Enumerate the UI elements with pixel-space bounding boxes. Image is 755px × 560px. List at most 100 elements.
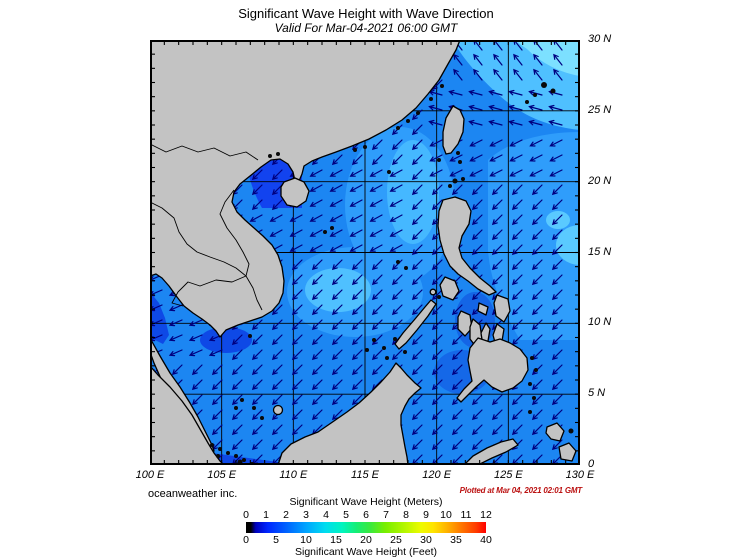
small-islands bbox=[210, 82, 574, 464]
land-natuna bbox=[272, 404, 284, 416]
lon-tick-label: 125 E bbox=[493, 469, 523, 481]
map-canvas bbox=[150, 40, 580, 465]
small-island bbox=[234, 406, 238, 410]
land-calamian bbox=[429, 288, 437, 296]
small-island bbox=[248, 334, 252, 338]
lon-tick-label: 130 E bbox=[565, 469, 595, 481]
small-island bbox=[530, 356, 534, 360]
lon-tick-label: 115 E bbox=[351, 469, 379, 481]
small-island bbox=[260, 416, 264, 420]
small-island bbox=[437, 295, 441, 299]
country-borders bbox=[151, 143, 263, 311]
small-island bbox=[268, 154, 272, 158]
land-palawan bbox=[394, 299, 437, 350]
legend-tick: 11 bbox=[460, 509, 472, 521]
small-island bbox=[403, 350, 407, 354]
map-container bbox=[150, 40, 580, 465]
small-island bbox=[416, 111, 420, 115]
small-island bbox=[550, 88, 556, 94]
lat-tick-label: 20 N bbox=[588, 174, 612, 187]
land-borneo bbox=[277, 362, 422, 464]
legend-tick: 1 bbox=[263, 509, 269, 521]
colorbar bbox=[246, 522, 486, 533]
legend-tick: 30 bbox=[420, 534, 432, 546]
land-halmahera-north bbox=[545, 422, 565, 442]
lon-tick-label: 110 E bbox=[279, 469, 308, 481]
legend-feet-ticks: 0 5 10 15 20 25 30 35 40 bbox=[243, 534, 492, 546]
small-island bbox=[216, 454, 220, 458]
lat-tick-label: 25 N bbox=[588, 103, 612, 116]
small-island bbox=[385, 356, 389, 360]
legend-tick: 0 bbox=[243, 534, 249, 546]
land-mainland-asia bbox=[151, 41, 461, 338]
small-island bbox=[429, 97, 433, 101]
small-island bbox=[210, 443, 214, 447]
small-island bbox=[393, 337, 397, 341]
land-masbate bbox=[477, 302, 489, 316]
small-island bbox=[532, 396, 536, 400]
land-taiwan bbox=[442, 105, 465, 155]
legend-tick: 10 bbox=[300, 534, 312, 546]
small-island bbox=[528, 382, 532, 386]
legend-tick: 25 bbox=[390, 534, 402, 546]
small-island bbox=[387, 170, 391, 174]
legend-tick: 9 bbox=[423, 509, 429, 521]
legend-tick: 0 bbox=[243, 509, 249, 521]
degree-ticks bbox=[150, 40, 580, 465]
small-island bbox=[218, 447, 222, 451]
small-island bbox=[456, 151, 460, 155]
credit-text: oceanweather inc. bbox=[148, 488, 238, 500]
legend-tick: 40 bbox=[480, 534, 492, 546]
legend-tick: 4 bbox=[323, 509, 329, 521]
page-title: Significant Wave Height with Wave Direct… bbox=[238, 6, 494, 21]
small-island bbox=[226, 451, 230, 455]
legend-tick: 10 bbox=[440, 509, 452, 521]
plotted-timestamp: Plotted at Mar 04, 2021 02:01 GMT bbox=[459, 486, 583, 495]
small-island bbox=[404, 266, 408, 270]
small-island bbox=[440, 84, 444, 88]
land-mindoro bbox=[439, 276, 460, 301]
small-island bbox=[528, 410, 532, 414]
landmasses bbox=[151, 41, 577, 464]
lat-tick-label: 15 N bbox=[588, 245, 612, 258]
small-island bbox=[353, 148, 357, 152]
small-island bbox=[276, 152, 280, 156]
land-mindanao bbox=[456, 337, 529, 403]
legend-tick: 35 bbox=[450, 534, 462, 546]
legend-tick: 20 bbox=[360, 534, 372, 546]
small-island bbox=[396, 260, 400, 264]
small-island bbox=[237, 459, 243, 464]
legend-tick: 15 bbox=[330, 534, 342, 546]
small-island bbox=[234, 454, 238, 458]
legend-tick: 6 bbox=[363, 509, 369, 521]
lat-tick-label: 5 N bbox=[588, 387, 606, 400]
legend-tick: 3 bbox=[303, 509, 309, 521]
small-island bbox=[330, 226, 334, 230]
land-halmahera-south bbox=[558, 442, 577, 462]
small-island bbox=[525, 100, 529, 104]
lat-tick-label: 30 N bbox=[588, 33, 612, 45]
land-luzon bbox=[437, 196, 497, 296]
small-island bbox=[240, 398, 244, 402]
small-island bbox=[533, 93, 537, 97]
small-island bbox=[541, 82, 547, 88]
legend-tick: 5 bbox=[343, 509, 349, 521]
small-island bbox=[363, 145, 367, 149]
lat-tick-label: 0 bbox=[588, 458, 595, 470]
small-island bbox=[568, 428, 574, 434]
land-samar bbox=[493, 294, 511, 323]
small-island bbox=[458, 160, 462, 164]
small-island bbox=[437, 158, 441, 162]
small-island bbox=[323, 230, 327, 234]
small-island bbox=[372, 338, 376, 342]
small-island bbox=[448, 184, 452, 188]
small-island bbox=[461, 177, 465, 181]
legend-tick: 12 bbox=[480, 509, 492, 521]
land-hainan bbox=[280, 177, 310, 208]
small-island bbox=[396, 126, 400, 130]
lon-tick-label: 100 E bbox=[135, 469, 165, 481]
legend-tick: 5 bbox=[273, 534, 279, 546]
small-island bbox=[406, 119, 410, 123]
